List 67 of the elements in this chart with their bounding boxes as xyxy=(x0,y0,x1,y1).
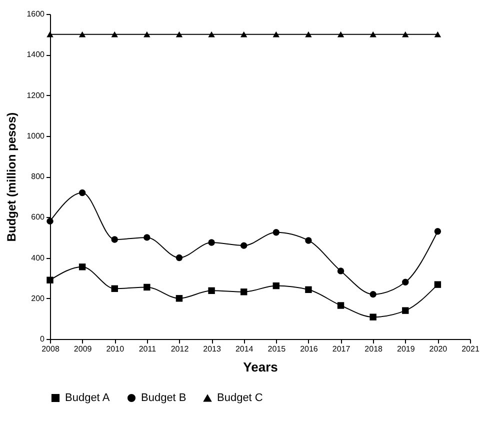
point xyxy=(111,236,118,243)
point xyxy=(240,31,248,38)
point xyxy=(111,285,118,292)
y-tick-label: 600 xyxy=(31,212,46,222)
point xyxy=(370,290,376,298)
point xyxy=(208,31,215,38)
point xyxy=(272,31,280,38)
x-tick-label: 2014 xyxy=(235,344,254,354)
point xyxy=(337,268,344,274)
x-tick-label: 2021 xyxy=(462,344,480,354)
point xyxy=(272,229,280,236)
x-tick-label: 2008 xyxy=(42,344,60,354)
point xyxy=(240,242,248,249)
point xyxy=(305,286,312,293)
point xyxy=(305,237,312,244)
point xyxy=(337,31,344,38)
x-tick-label: 2017 xyxy=(332,344,351,354)
x-tick-label: 2016 xyxy=(300,344,318,354)
x-tick-label: 2009 xyxy=(74,344,92,354)
x-tick-label: 2010 xyxy=(106,344,125,354)
y-tick-label: 800 xyxy=(31,172,46,181)
y-tick-label: 1600 xyxy=(26,10,46,18)
point xyxy=(144,284,150,291)
point xyxy=(144,234,150,241)
y-tick-label: 1400 xyxy=(26,50,46,60)
y-axis-title: Budget (million pesos) xyxy=(4,112,19,242)
legend-label: Budget B xyxy=(141,392,186,404)
point xyxy=(402,278,409,286)
x-tick-label: 2018 xyxy=(364,344,384,354)
point xyxy=(370,31,376,38)
point xyxy=(434,228,442,235)
point xyxy=(240,288,248,296)
x-tick-label: 2011 xyxy=(138,344,157,354)
y-tick-label: 0 xyxy=(40,334,46,344)
point xyxy=(434,31,442,38)
point xyxy=(434,281,442,288)
point xyxy=(272,282,280,290)
point xyxy=(144,31,150,38)
y-tick-label: 400 xyxy=(31,253,46,262)
y-tick-label: 1000 xyxy=(26,131,46,140)
legend-label: Budget C xyxy=(217,392,263,404)
point xyxy=(370,314,376,320)
point xyxy=(208,287,215,294)
point xyxy=(46,276,54,284)
point xyxy=(78,31,86,38)
x-axis-title: Years xyxy=(243,360,278,374)
x-tick-label: 2013 xyxy=(203,344,222,354)
y-tick-label: 1200 xyxy=(26,90,46,100)
x-tick-label: 2020 xyxy=(429,344,448,354)
y-tick-label: 200 xyxy=(31,294,46,303)
point xyxy=(78,189,86,196)
x-tick-label: 2012 xyxy=(170,344,190,354)
point xyxy=(78,264,86,270)
point xyxy=(176,254,183,262)
point xyxy=(46,218,54,225)
point xyxy=(337,302,344,309)
point xyxy=(111,31,118,38)
point xyxy=(402,307,409,314)
point xyxy=(208,239,215,246)
point xyxy=(305,31,312,38)
legend-label: Budget A xyxy=(65,392,110,404)
x-tick-label: 2019 xyxy=(396,344,416,354)
point xyxy=(176,31,183,38)
point xyxy=(46,31,54,38)
x-tick-label: 2015 xyxy=(268,344,286,354)
point xyxy=(176,295,183,302)
point xyxy=(402,31,409,38)
